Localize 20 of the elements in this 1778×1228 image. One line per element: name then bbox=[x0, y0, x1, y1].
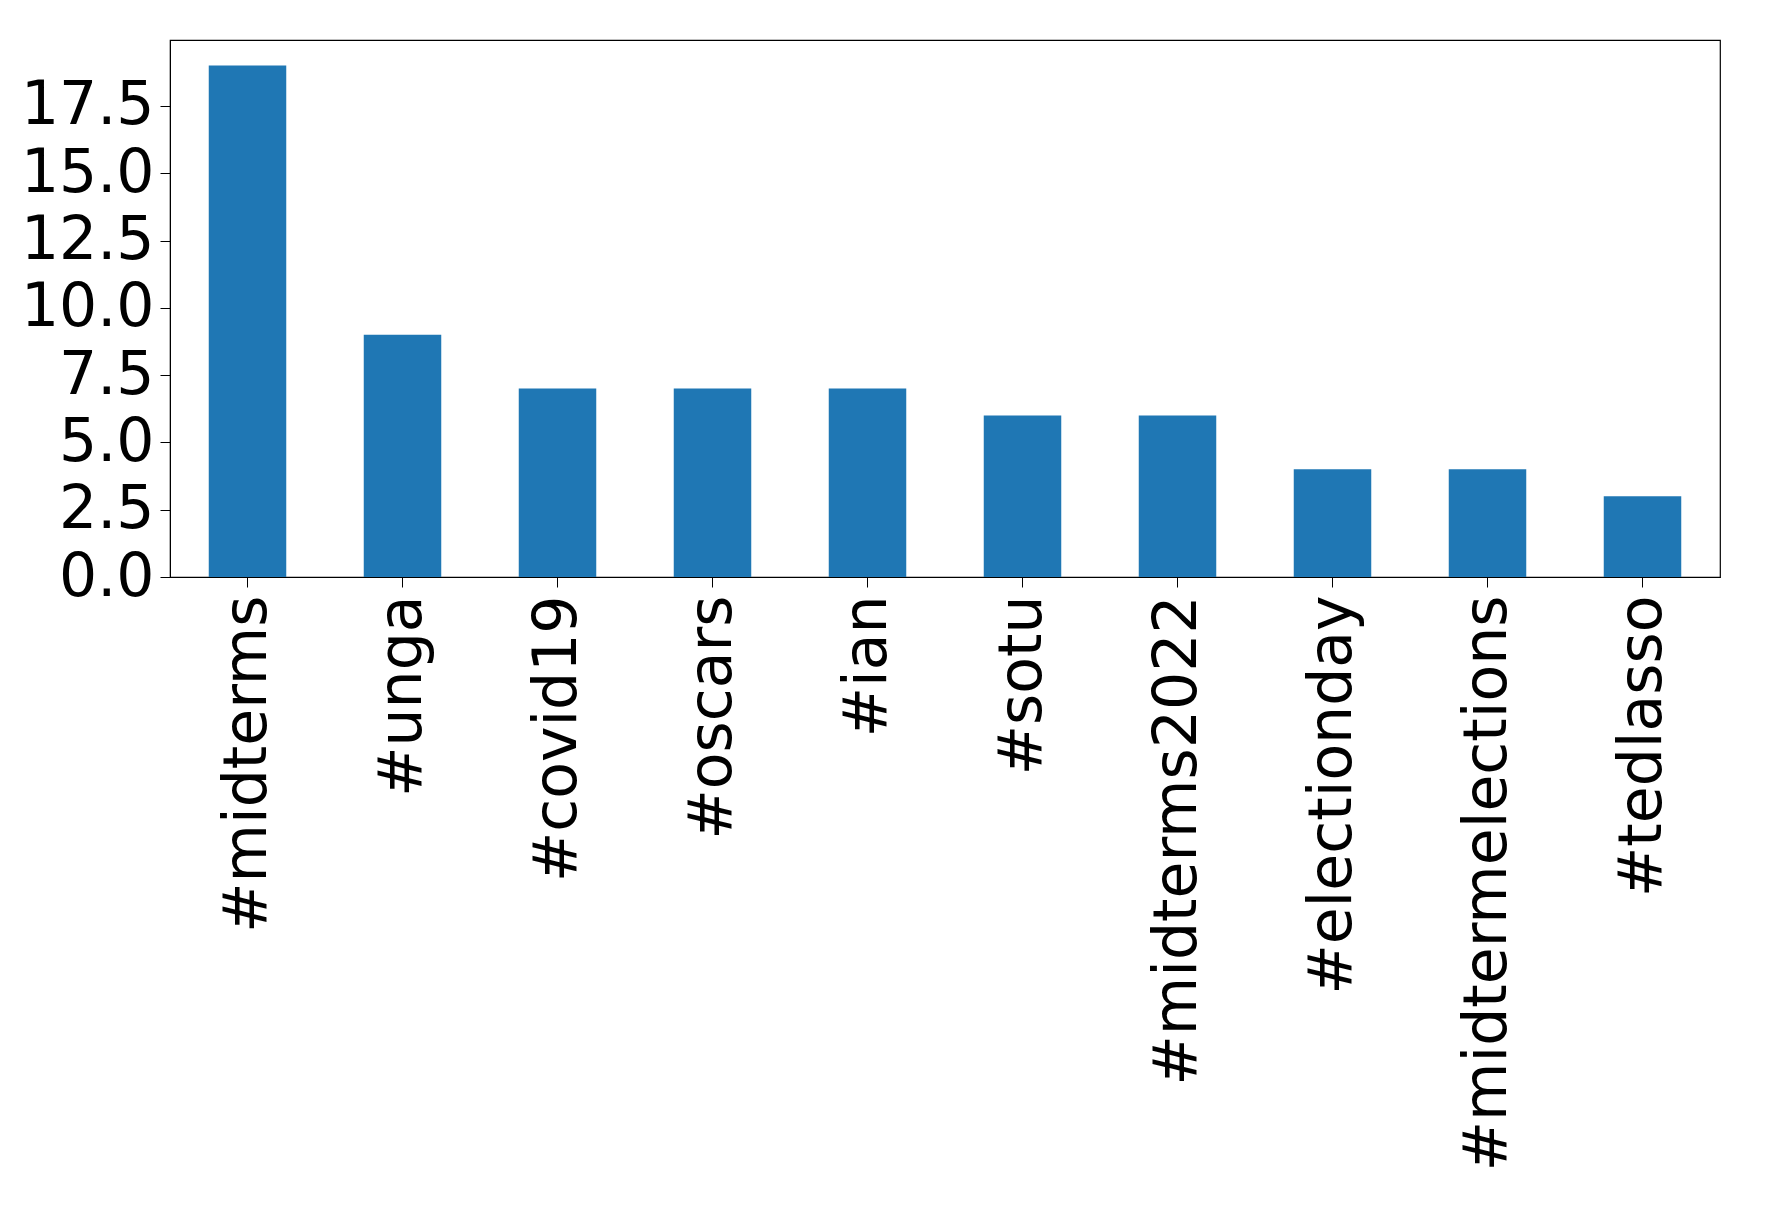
bar bbox=[1293, 469, 1372, 577]
x-tick-label: #electionday bbox=[1294, 595, 1365, 995]
x-tick-label: #unga bbox=[364, 595, 435, 797]
bar bbox=[363, 334, 442, 577]
x-tick-label: #oscars bbox=[674, 595, 745, 840]
x-tick-label: #midterms2022 bbox=[1139, 595, 1210, 1086]
bar bbox=[518, 388, 597, 577]
bar bbox=[1138, 415, 1217, 577]
bar bbox=[828, 388, 907, 577]
x-tick-label: #sotu bbox=[984, 595, 1055, 776]
bar bbox=[208, 65, 287, 577]
x-tick-label: #covid19 bbox=[519, 595, 590, 883]
bar bbox=[983, 415, 1062, 577]
x-tick-label: #tedlasso bbox=[1604, 595, 1675, 897]
bar bbox=[1448, 469, 1527, 577]
bar bbox=[1603, 496, 1682, 577]
bar bbox=[673, 388, 752, 577]
x-tick-label: #midtermelections bbox=[1449, 595, 1520, 1172]
x-tick-label: #midterms bbox=[209, 595, 280, 933]
x-tick-label: #ian bbox=[829, 595, 900, 738]
